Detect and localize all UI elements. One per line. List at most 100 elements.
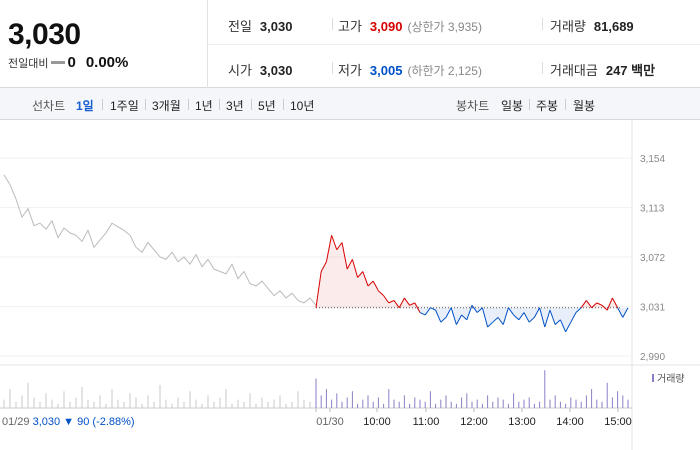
up-price-segment	[591, 302, 598, 309]
prev-close-label: 전일	[228, 19, 252, 34]
y-tick-label: 3,031	[640, 303, 665, 314]
upper-limit: (상한가 3,935)	[407, 20, 482, 34]
tab-3m[interactable]: 3개월	[152, 99, 181, 113]
down-price-segment	[497, 317, 504, 325]
high-stat: 고가 3,090 (상한가 3,935)	[338, 16, 482, 35]
intraday-chart[interactable]: 3,154 3,113 3,072 3,031 2,990 거래량 01/30 10:00 11…	[0, 120, 700, 450]
prev-close-value: 3,030	[259, 19, 293, 34]
tab-weekly-candle[interactable]: 주봉	[536, 99, 559, 113]
tab-separator	[283, 99, 284, 110]
down-price-segment	[487, 321, 494, 328]
down-area-fill	[316, 307, 628, 332]
down-price-segment	[424, 307, 431, 316]
down-price-segment	[450, 307, 457, 325]
volume-stat: 거래량 81,689	[550, 16, 634, 35]
down-price-segment	[528, 316, 535, 323]
down-price-segment	[419, 312, 426, 316]
tab-separator	[529, 99, 530, 110]
down-price-segment	[513, 314, 520, 321]
down-price-segment	[518, 312, 525, 321]
volume-label: 거래량	[550, 19, 586, 34]
up-area-fill	[316, 235, 628, 308]
x-tick-label: 13:00	[508, 416, 536, 428]
open-value: 3,030	[259, 63, 293, 78]
up-price-segment	[398, 297, 405, 308]
down-price-segment	[533, 307, 541, 318]
tab-10y[interactable]: 10년	[290, 99, 315, 113]
y-tick-label: 3,072	[640, 253, 665, 264]
stat-separator	[542, 18, 543, 30]
up-price-segment	[403, 297, 411, 306]
down-price-segment	[502, 307, 509, 325]
low-value: 3,005	[369, 63, 403, 78]
change-percent: 0.00%	[85, 54, 129, 71]
down-price-segment	[455, 314, 463, 325]
stats-divider	[208, 44, 700, 45]
price-summary: 3,030 전일대비 0 0.00% 전일 3,030 고가 3,090 (상한…	[0, 0, 700, 88]
up-price-segment	[414, 302, 421, 313]
up-price-segment	[606, 297, 613, 311]
tab-5y[interactable]: 5년	[258, 99, 276, 113]
tab-1d[interactable]: 1일	[76, 99, 94, 113]
up-price-segment	[409, 302, 416, 306]
up-price-segment	[601, 304, 608, 311]
stat-separator	[332, 18, 333, 30]
price-chart-svg: 3,154 3,113 3,072 3,031 2,990 거래량 01/30 10:00 11…	[0, 120, 700, 450]
up-price-segment	[367, 280, 374, 287]
line-chart-label: 선차트	[32, 99, 66, 113]
stat-separator	[332, 62, 333, 74]
x-tick-label: 10:00	[363, 416, 391, 428]
open-label: 시가	[228, 63, 252, 78]
amount-stat: 거래대금 247 백만	[550, 60, 655, 79]
candle-chart-label: 봉차트	[456, 99, 490, 113]
up-price-segment	[378, 290, 384, 297]
down-price-segment	[622, 307, 629, 318]
up-price-segment	[372, 280, 379, 292]
tab-1y[interactable]: 1년	[195, 99, 213, 113]
down-price-segment	[575, 307, 582, 313]
volume-value: 81,689	[593, 19, 634, 34]
up-price-segment	[320, 261, 327, 272]
down-price-segment	[565, 321, 572, 333]
tab-separator	[565, 99, 566, 110]
tab-daily-candle[interactable]: 일봉	[501, 99, 524, 113]
tab-separator	[251, 99, 252, 110]
up-price-segment	[346, 259, 353, 270]
prev-day-summary: 01/29 3,030 ▼ 90 (-2.88%)	[2, 416, 135, 428]
x-tick-label: 01/30	[316, 416, 344, 428]
y-tick-label: 3,154	[640, 154, 665, 165]
down-price-segment	[570, 312, 577, 323]
up-price-segment	[325, 235, 333, 262]
up-price-segment	[362, 271, 369, 287]
tab-separator	[145, 99, 146, 110]
flat-change-icon	[51, 61, 66, 64]
up-price-segment	[336, 242, 343, 251]
volume-legend-label: 거래량	[657, 373, 685, 385]
low-label: 저가	[338, 63, 362, 78]
down-price-segment	[492, 316, 499, 323]
tab-monthly-candle[interactable]: 월봉	[573, 99, 596, 113]
tab-separator	[188, 99, 189, 110]
down-price-segment	[554, 319, 561, 325]
change-row: 전일대비 0 0.00%	[8, 54, 128, 71]
down-price-segment	[617, 307, 624, 318]
tab-separator	[102, 99, 103, 110]
high-value: 3,090	[369, 19, 403, 34]
down-price-segment	[435, 309, 442, 323]
tab-3y[interactable]: 3년	[226, 99, 244, 113]
lower-limit: (하한가 2,125)	[407, 64, 482, 78]
up-price-segment	[383, 295, 390, 304]
change-label: 전일대비	[8, 57, 49, 70]
change-value: 0	[67, 54, 76, 71]
prev-day-line	[3, 174, 317, 306]
down-price-segment	[559, 319, 567, 333]
down-price-segment	[430, 307, 436, 311]
x-tick-label: 12:00	[460, 416, 488, 428]
x-tick-label: 15:00	[604, 416, 632, 428]
chart-period-tabs: 선차트 1일 1주일 3개월 1년 3년 5년 10년 봉차트 일봉 주봉 월봉	[0, 88, 700, 120]
down-price-segment	[461, 314, 468, 321]
down-price-segment	[507, 307, 515, 316]
tab-1w[interactable]: 1주일	[110, 99, 139, 113]
up-price-segment	[388, 300, 395, 304]
up-price-segment	[580, 300, 587, 308]
